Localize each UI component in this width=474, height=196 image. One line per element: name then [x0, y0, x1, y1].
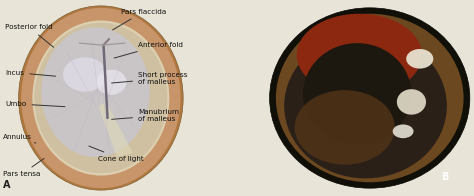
Text: Incus: Incus [5, 70, 55, 76]
Text: Pars tensa: Pars tensa [3, 158, 44, 177]
Text: Short process
of malleus: Short process of malleus [111, 72, 188, 85]
Ellipse shape [276, 14, 464, 182]
Text: Cone of light: Cone of light [89, 146, 144, 162]
Ellipse shape [397, 89, 426, 115]
Ellipse shape [18, 6, 183, 190]
Ellipse shape [284, 33, 447, 178]
Text: A: A [3, 180, 10, 190]
Text: Annulus: Annulus [3, 134, 36, 143]
Ellipse shape [297, 14, 422, 96]
Ellipse shape [96, 70, 127, 95]
Text: Manubrium
of malleus: Manubrium of malleus [111, 109, 179, 122]
Polygon shape [98, 102, 133, 157]
Ellipse shape [63, 57, 107, 92]
Ellipse shape [41, 27, 150, 157]
Ellipse shape [21, 8, 181, 188]
Ellipse shape [392, 124, 413, 138]
Ellipse shape [32, 20, 169, 176]
Text: Umbo: Umbo [5, 101, 65, 107]
Text: Pars flaccida: Pars flaccida [112, 9, 166, 30]
Text: B: B [441, 172, 448, 182]
Ellipse shape [270, 8, 470, 188]
Ellipse shape [303, 43, 411, 145]
Text: Posterior fold: Posterior fold [5, 24, 54, 47]
Ellipse shape [406, 49, 433, 69]
Text: Anterior fold: Anterior fold [114, 42, 183, 58]
Ellipse shape [295, 90, 395, 165]
Ellipse shape [35, 23, 167, 173]
